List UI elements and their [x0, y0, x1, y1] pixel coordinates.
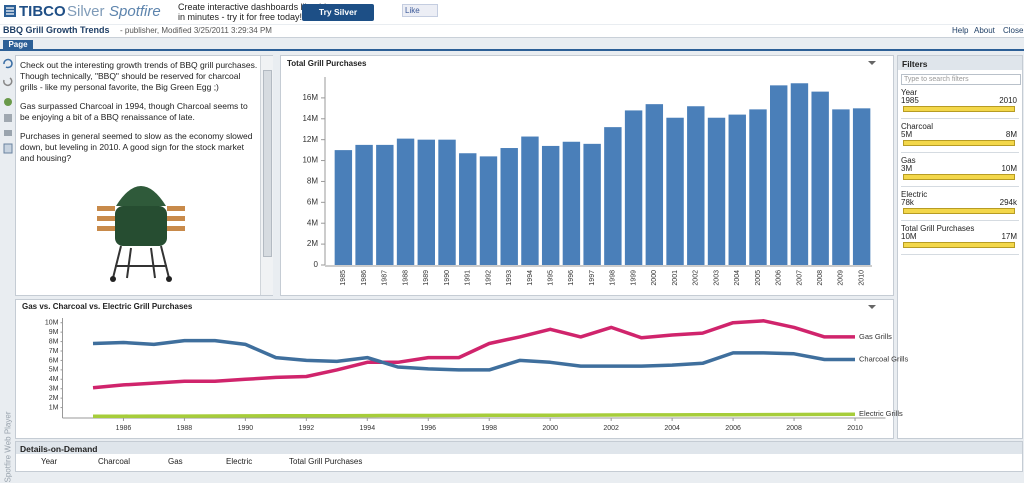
- logo-icon: [4, 5, 16, 17]
- text-panel: Check out the interesting growth trends …: [15, 55, 273, 296]
- promo-line: in minutes - try it for free today!: [178, 12, 303, 22]
- column-header[interactable]: Total Grill Purchases: [289, 457, 363, 466]
- filter-max: 10M: [1001, 164, 1017, 173]
- text-content: Check out the interesting growth trends …: [20, 60, 258, 172]
- range-slider[interactable]: [903, 106, 1015, 112]
- column-header[interactable]: Charcoal: [98, 457, 131, 466]
- filter-search[interactable]: Type to search filters: [901, 74, 1021, 85]
- filter-max: 294k: [999, 198, 1017, 207]
- close-link[interactable]: Close: [1003, 26, 1024, 35]
- page-tab[interactable]: Page: [3, 40, 33, 50]
- column-header[interactable]: Gas: [168, 457, 183, 466]
- tab-rule: [0, 49, 1024, 51]
- details-header: [16, 442, 1022, 454]
- bar-chart-panel: [280, 55, 894, 296]
- range-slider[interactable]: [903, 208, 1015, 214]
- filter[interactable]: Gas 3M 10M: [901, 156, 1019, 187]
- line-chart-panel: [15, 299, 894, 439]
- paragraph: Check out the interesting growth trends …: [20, 60, 258, 92]
- analysis-title: BBQ Grill Growth Trends: [3, 25, 110, 35]
- filter-max: 8M: [1005, 130, 1017, 139]
- column-header[interactable]: Electric: [226, 457, 253, 466]
- logo-app: Spotfire: [109, 3, 161, 20]
- filter-max: 2010: [999, 96, 1017, 105]
- filter-min: 1985: [901, 96, 919, 105]
- range-slider[interactable]: [903, 174, 1015, 180]
- filter-name: Charcoal: [901, 122, 934, 131]
- filter[interactable]: Total Grill Purchases 10M 17M: [901, 224, 1019, 255]
- about-link[interactable]: About: [974, 26, 995, 35]
- paragraph: Purchases in general seemed to slow as t…: [20, 131, 253, 163]
- side-label: Spotfire Web Player: [3, 411, 13, 483]
- filters-title: Filters: [902, 59, 928, 69]
- filter-name: Electric: [901, 190, 928, 199]
- filters-panel: Filters Type to search filters Year 1985 2…: [897, 55, 1023, 439]
- try-button[interactable]: Try Silver Spotfire: [302, 4, 374, 34]
- paragraph: Gas surpassed Charcoal in 1994, though C…: [20, 101, 248, 122]
- logo-brand: TIBCO: [19, 3, 66, 20]
- promo: Create interactive dashboards like this …: [178, 2, 331, 22]
- filter[interactable]: Electric 78k 294k: [901, 190, 1019, 221]
- help-link[interactable]: Help: [952, 26, 969, 35]
- title-bar: BBQ Grill Growth Trends - publisher, Mod…: [0, 25, 1024, 38]
- scrollbar[interactable]: [260, 56, 273, 295]
- filter-max: 17M: [1001, 232, 1017, 241]
- filters-header: [898, 56, 1022, 70]
- filter[interactable]: Year 1985 2010: [901, 88, 1019, 119]
- promo-line: Create interactive dashboards like this: [178, 2, 331, 12]
- filter-min: 3M: [901, 164, 913, 173]
- filter-name: Year: [901, 88, 918, 97]
- logo-product: Silver: [67, 3, 105, 20]
- filter-min: 78k: [901, 198, 914, 207]
- range-slider[interactable]: [903, 242, 1015, 248]
- toolbar: [3, 58, 13, 154]
- filter-min: 10M: [901, 232, 917, 241]
- filter-name: Total Grill Purchases: [901, 224, 975, 233]
- details-panel: Details-on-Demand Year Charcoal Gas Electri…: [15, 441, 1023, 472]
- scroll-thumb[interactable]: [263, 70, 272, 257]
- analysis-meta: - publisher, Modified 3/25/2011 3:29:34 …: [120, 26, 272, 35]
- grill-image: [97, 186, 185, 282]
- filter-min: 5M: [901, 130, 913, 139]
- filter-name: Gas: [901, 156, 916, 165]
- details-title: Details-on-Demand: [20, 444, 98, 454]
- column-header[interactable]: Year: [41, 457, 58, 466]
- like-button[interactable]: Like: [402, 4, 438, 17]
- filter[interactable]: Charcoal 5M 8M: [901, 122, 1019, 153]
- banner: TIBCO Silver Spotfire Create interactive…: [0, 0, 1024, 34]
- range-slider[interactable]: [903, 140, 1015, 146]
